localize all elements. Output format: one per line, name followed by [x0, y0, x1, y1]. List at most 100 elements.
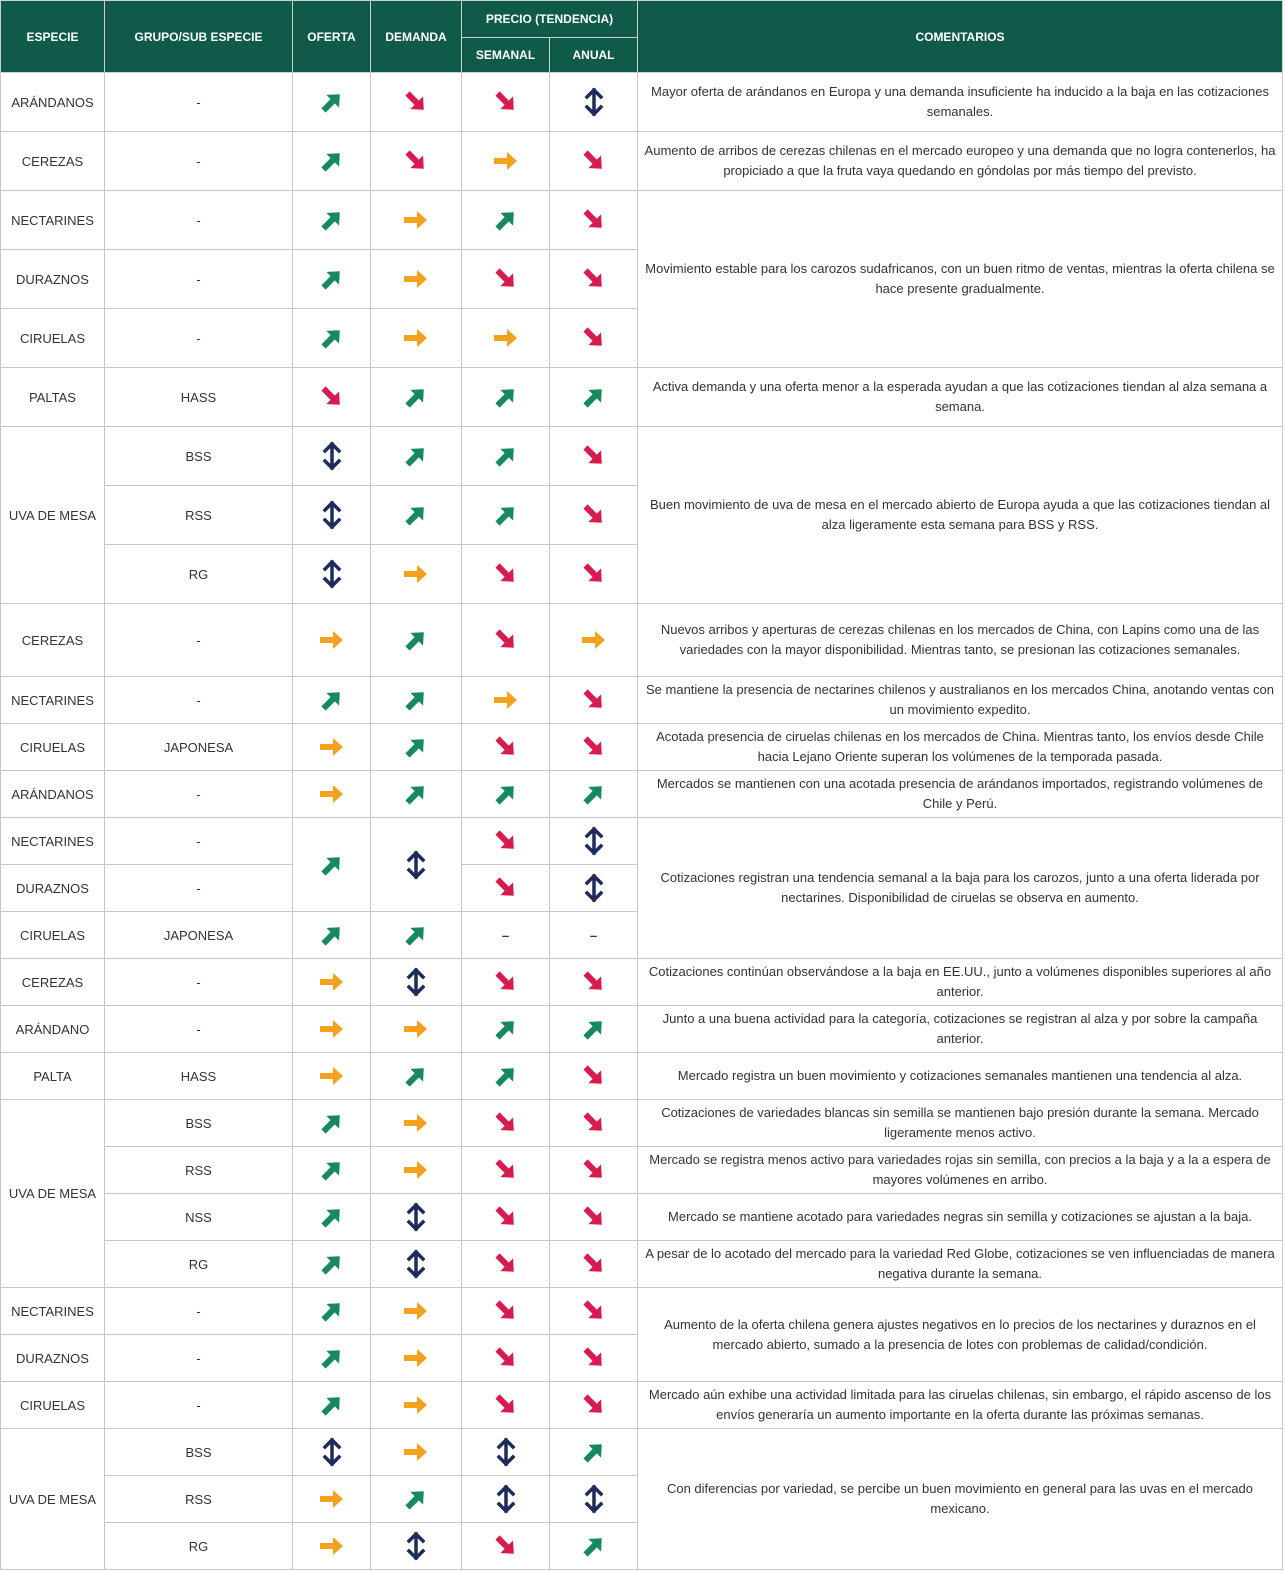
comment-cell: Con diferencias por variedad, se percibe… — [637, 1428, 1283, 1570]
label-cell: NECTARINES — [0, 817, 105, 865]
comment-cell: Nuevos arribos y aperturas de cerezas ch… — [637, 603, 1283, 677]
trend-arrow-down — [405, 91, 424, 110]
trend-arrow-up — [582, 1444, 602, 1463]
trend-cell — [549, 723, 638, 771]
table-row: DURAZNOS - — [0, 1334, 1283, 1382]
trend-cell — [292, 308, 371, 368]
comment-cell: Aumento de arribos de cerezas chilenas e… — [637, 131, 1283, 191]
trend-cell — [549, 1522, 638, 1570]
comment-cell: Mayor oferta de arándanos en Europa y un… — [637, 72, 1283, 132]
trend-cell — [292, 190, 371, 250]
trend-arrow-up — [405, 389, 424, 408]
label-cell: - — [104, 308, 293, 368]
trend-cell — [461, 1381, 550, 1429]
comment-cell: A pesar de lo acotado del mercado para l… — [637, 1240, 1283, 1288]
trend-arrow-mixed — [406, 1202, 426, 1232]
trend-cell — [370, 485, 462, 545]
label-cell: NECTARINES — [0, 190, 105, 250]
trend-arrow-down — [494, 1535, 514, 1554]
trend-cell — [370, 911, 462, 959]
header-cell: COMENTARIOS — [637, 0, 1283, 73]
label-cell: - — [104, 249, 293, 309]
trend-cell — [461, 1334, 550, 1382]
trend-arrow-down — [494, 629, 514, 648]
label-cell: PALTAS — [0, 367, 105, 427]
trend-arrow-flat — [404, 1302, 427, 1320]
trend-arrow-down — [582, 1159, 602, 1178]
trend-cell — [370, 1240, 462, 1288]
trend-arrow-mixed — [496, 1437, 515, 1467]
trend-arrow-flat — [404, 1396, 427, 1414]
trend-arrow-up — [320, 856, 340, 876]
trend-arrow-down — [582, 563, 602, 582]
trend-cell — [549, 249, 638, 309]
label-cell: - — [104, 1005, 293, 1053]
trend-cell — [292, 1475, 371, 1523]
comment-cell: Buen movimiento de uva de mesa en el mer… — [637, 426, 1283, 604]
trend-cell — [370, 770, 462, 818]
label-cell: BSS — [104, 1428, 293, 1476]
label-cell: RSS — [104, 485, 293, 545]
trend-arrow-flat — [404, 211, 427, 229]
trend-arrow-up — [320, 692, 340, 711]
trend-cell — [549, 190, 638, 250]
label-cell: PALTA — [0, 1052, 105, 1100]
trend-arrow-up — [582, 389, 602, 408]
trend-cell — [370, 817, 462, 912]
label-cell: NECTARINES — [0, 1287, 105, 1335]
trend-cell — [549, 308, 638, 368]
trend-arrow-flat — [404, 1020, 427, 1038]
trend-arrow-down — [494, 1253, 514, 1272]
header-cell: GRUPO/SUB ESPECIE — [104, 0, 293, 73]
trend-cell — [292, 1240, 371, 1288]
trend-cell — [370, 1428, 462, 1476]
trend-cell — [461, 426, 550, 486]
trend-cell — [461, 1099, 550, 1147]
trend-cell — [461, 367, 550, 427]
trend-cell — [461, 1240, 550, 1288]
trend-cell — [370, 1381, 462, 1429]
table-row: RSS Mercado se registra menos activo para… — [1, 1146, 1283, 1194]
trend-cell — [370, 1052, 462, 1100]
trend-arrow-down — [582, 209, 602, 228]
label-cell: BSS — [104, 426, 293, 486]
trend-cell — [549, 1005, 638, 1053]
table-row: CEREZAS - Cotizaciones continúan observánd… — [0, 958, 1283, 1006]
label-cell: - — [104, 817, 293, 865]
comment-cell: Mercado se mantiene acotado para varieda… — [637, 1193, 1283, 1241]
trend-arrow-up — [405, 507, 424, 526]
trend-cell — [549, 1287, 638, 1335]
trend-cell — [370, 72, 462, 132]
trend-cell — [549, 958, 638, 1006]
header-cell: DEMANDA — [370, 0, 462, 73]
trend-cell — [549, 676, 638, 724]
trend-cell — [461, 1428, 550, 1476]
trend-arrow-up — [582, 1021, 602, 1040]
trend-arrow-down — [494, 736, 514, 755]
trend-cell — [292, 1381, 371, 1429]
trend-cell — [461, 676, 550, 724]
trend-cell — [370, 1146, 462, 1194]
trend-arrow-flat — [319, 1067, 343, 1085]
label-cell: RG — [104, 544, 293, 604]
trend-arrow-mixed — [406, 1531, 426, 1561]
label-cell: - — [104, 1334, 293, 1382]
trend-arrow-down — [494, 1206, 514, 1225]
table-row: RG A pesar de lo acotado del mercado para… — [1, 1240, 1283, 1288]
trend-arrow-down — [582, 1206, 602, 1225]
table-row: NECTARINES - Movimiento estable para los c… — [0, 190, 1283, 368]
trend-arrow-mixed — [496, 1484, 515, 1514]
trend-cell — [461, 308, 550, 368]
trend-arrow-flat — [404, 565, 427, 583]
trend-cell — [370, 1099, 462, 1147]
table-row: ARÁNDANOS - Mercados se mantienen con una … — [0, 770, 1283, 818]
trend-arrow-down — [494, 830, 514, 849]
trend-arrow-up — [320, 212, 340, 231]
trend-cell — [549, 1052, 638, 1100]
trend-arrow-down — [582, 1347, 602, 1366]
trend-arrow-flat — [319, 1020, 343, 1038]
trend-cell — [461, 723, 550, 771]
table-row: RG — [1, 1522, 1283, 1570]
label-cell: NECTARINES — [0, 676, 105, 724]
